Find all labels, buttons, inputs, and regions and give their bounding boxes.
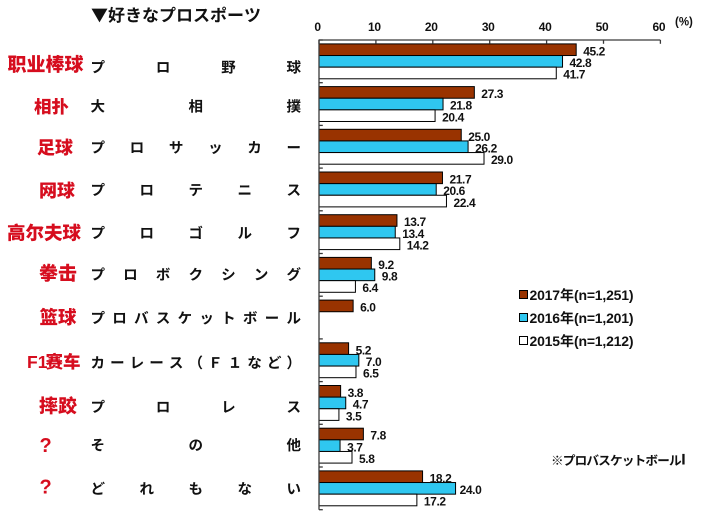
svg-text:20.6: 20.6	[443, 184, 465, 198]
svg-text:9.8: 9.8	[382, 270, 398, 284]
svg-text:20.4: 20.4	[442, 110, 464, 124]
svg-text:22.4: 22.4	[454, 196, 476, 210]
svg-text:6.0: 6.0	[360, 301, 376, 315]
svg-text:(%): (%)	[675, 17, 693, 29]
svg-text:?: ?	[40, 435, 52, 457]
svg-text:7.0: 7.0	[366, 355, 382, 369]
svg-text:20: 20	[425, 20, 438, 34]
svg-text:24.0: 24.0	[460, 483, 482, 497]
svg-text:45.2: 45.2	[583, 44, 605, 58]
svg-text:60: 60	[653, 20, 666, 34]
svg-text:2016: 2016	[530, 310, 561, 326]
svg-text:2017: 2017	[530, 287, 561, 303]
svg-text:13.4: 13.4	[402, 227, 424, 241]
svg-text:40: 40	[539, 20, 552, 34]
svg-text:5.8: 5.8	[359, 452, 375, 466]
svg-text:30: 30	[482, 20, 495, 34]
svg-text:29.0: 29.0	[491, 153, 513, 167]
svg-text:3.8: 3.8	[348, 386, 364, 400]
svg-text:7.8: 7.8	[370, 429, 386, 443]
svg-text:42.8: 42.8	[570, 56, 592, 70]
svg-text:?: ?	[40, 476, 52, 498]
svg-text:2015: 2015	[530, 333, 561, 349]
svg-text:13.7: 13.7	[404, 215, 426, 229]
svg-text:6.4: 6.4	[362, 281, 378, 295]
svg-text:9.2: 9.2	[378, 258, 394, 272]
svg-text:14.2: 14.2	[407, 239, 429, 253]
svg-text:3.5: 3.5	[346, 409, 362, 423]
svg-text:(n=1,201): (n=1,201)	[574, 310, 633, 326]
svg-text:26.2: 26.2	[475, 141, 497, 155]
svg-text:(n=1,212): (n=1,212)	[574, 333, 633, 349]
svg-text:0: 0	[314, 20, 321, 34]
svg-text:3.7: 3.7	[347, 440, 363, 454]
svg-text:(n=1,251): (n=1,251)	[574, 287, 633, 303]
svg-text:21.8: 21.8	[450, 99, 472, 113]
svg-text:10: 10	[368, 20, 381, 34]
svg-text:17.2: 17.2	[424, 495, 446, 509]
svg-text:41.7: 41.7	[563, 68, 585, 82]
svg-text:25.0: 25.0	[468, 130, 490, 144]
svg-text:F1: F1	[27, 352, 48, 372]
svg-text:6.5: 6.5	[363, 367, 379, 381]
svg-text:50: 50	[596, 20, 609, 34]
svg-text:18.2: 18.2	[430, 471, 452, 485]
svg-text:5.2: 5.2	[356, 343, 372, 357]
svg-text:4.7: 4.7	[353, 398, 369, 412]
svg-text:21.7: 21.7	[450, 173, 472, 187]
svg-text:27.3: 27.3	[481, 87, 503, 101]
